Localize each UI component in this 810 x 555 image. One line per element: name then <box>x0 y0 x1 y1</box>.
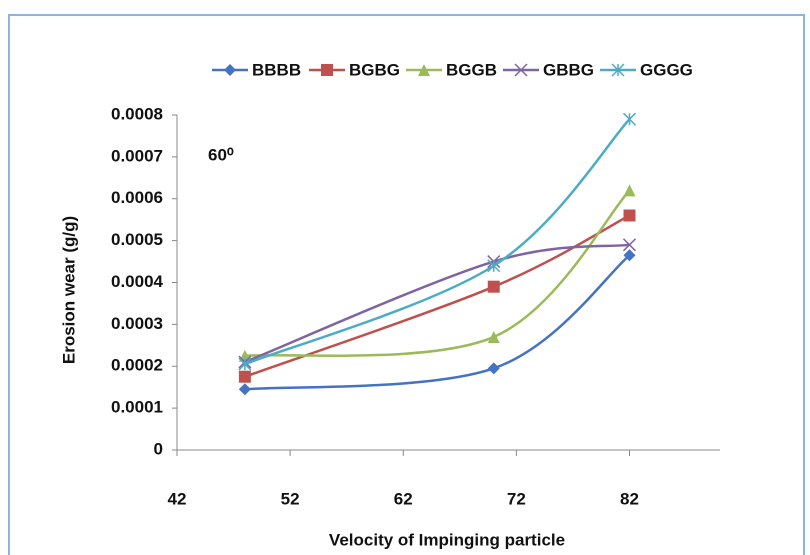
data-point <box>623 184 636 197</box>
x-tick-label: 52 <box>281 489 300 508</box>
y-axis-label: Erosion wear (g/g) <box>59 216 78 364</box>
frame <box>8 14 805 555</box>
data-point <box>238 370 251 383</box>
x-tick-label: 82 <box>620 489 639 508</box>
legend-label: GBBG <box>543 60 594 79</box>
series-line <box>244 243 630 364</box>
data-point <box>238 357 252 371</box>
data-point <box>622 238 637 252</box>
legend-marker <box>321 64 333 76</box>
data-point <box>238 383 251 396</box>
y-tick-label: 0.0001 <box>111 398 163 417</box>
legend-marker <box>611 63 625 77</box>
y-tick-label: 0.0004 <box>111 272 164 291</box>
x-axis-label: Velocity of Impinging particle <box>329 530 565 549</box>
series-line <box>244 118 631 366</box>
legend-label: BGGB <box>446 60 497 79</box>
legend-label: GGGG <box>640 60 693 79</box>
x-tick-label: 62 <box>394 489 413 508</box>
y-tick-label: 0.0006 <box>111 188 163 207</box>
legend-marker <box>224 64 236 76</box>
y-tick-label: 0.0002 <box>111 356 163 375</box>
data-point <box>623 209 636 222</box>
legend-marker <box>514 63 528 77</box>
x-tick-label: 72 <box>507 489 526 508</box>
legend-label: BGBG <box>349 60 400 79</box>
data-point <box>487 330 500 343</box>
series-line <box>244 214 631 378</box>
annotation: 60⁰ <box>208 145 234 164</box>
y-tick-label: 0.0003 <box>111 314 163 333</box>
legend-label: BBBB <box>252 60 301 79</box>
y-tick-label: 0 <box>154 439 163 458</box>
data-point <box>487 362 500 375</box>
series-line <box>244 189 631 358</box>
data-point <box>487 259 501 273</box>
y-tick-label: 0.0005 <box>111 230 163 249</box>
y-tick-label: 0.0007 <box>111 146 163 165</box>
series-line <box>244 254 631 391</box>
data-point <box>487 280 500 293</box>
x-tick-label: 42 <box>168 489 187 508</box>
y-tick-label: 0.0008 <box>111 104 163 123</box>
data-point <box>623 249 636 262</box>
data-point <box>622 112 637 126</box>
legend-marker <box>418 64 430 76</box>
